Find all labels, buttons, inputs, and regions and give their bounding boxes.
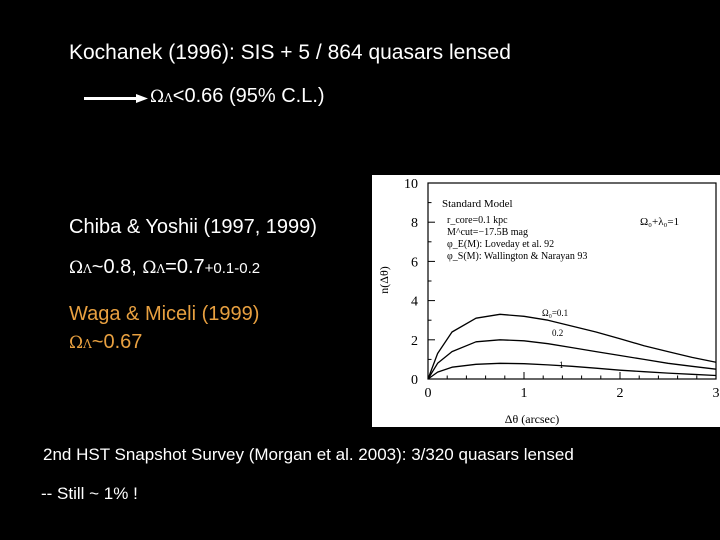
y-tick-label: 6 <box>411 255 418 270</box>
curve-label-omega-0-1: Ω₀=0.1 <box>542 308 568 318</box>
legend-title: Standard Model <box>442 198 513 210</box>
hst-survey-line: 2nd HST Snapshot Survey (Morgan et al. 2… <box>43 445 574 464</box>
omega-symbol: Ω <box>150 87 165 107</box>
lambda-subscript: Λ <box>83 337 92 351</box>
chiba-result-a: ~0.8, <box>91 256 143 278</box>
curves-layer <box>427 313 717 380</box>
y-tick-label: 2 <box>411 334 418 349</box>
series-line-0 <box>427 313 717 380</box>
curve-label-0-2: 0.2 <box>552 328 563 338</box>
legend-line-2: M^cut=−17.5B mag <box>447 227 528 238</box>
chiba-error: +0.1-0.2 <box>204 260 261 277</box>
lambda-subscript: Λ <box>83 262 92 276</box>
axes-layer: 0 1 2 3 0 2 4 6 8 10 <box>404 177 720 401</box>
y-tick-label: 8 <box>411 216 418 231</box>
legend-line-4: φ_S(M): Wallington & Narayan 93 <box>447 251 587 262</box>
y-axis-label: n(Δθ) <box>377 266 391 293</box>
series-line-1 <box>427 339 717 380</box>
x-tick-label: 1 <box>521 386 528 401</box>
legend-line-1: r_core=0.1 kpc <box>447 215 508 226</box>
x-axis-label: Δθ (arcsec) <box>505 412 559 426</box>
y-tick-label: 0 <box>411 373 418 388</box>
kochanek-result-value: <0.66 (95% C.L.) <box>172 85 325 107</box>
x-tick-label: 3 <box>713 386 720 401</box>
omega-symbol: Ω <box>69 333 84 353</box>
arrow-icon <box>84 94 148 103</box>
still-one-percent-line: -- Still ~ 1% ! <box>41 484 138 503</box>
kochanek-line: Kochanek (1996): SIS + 5 / 864 quasars l… <box>69 41 511 64</box>
omega-symbol: Ω <box>69 258 84 278</box>
chiba-result-b: =0.7 <box>165 256 205 278</box>
y-tick-label: 10 <box>404 177 418 192</box>
waga-result-value: ~0.67 <box>91 331 143 353</box>
chiba-result: ΩΛ~0.8, ΩΛ=0.7+0.1-0.2 <box>69 256 260 279</box>
waga-line: Waga & Miceli (1999) <box>69 303 260 325</box>
x-tick-label: 2 <box>617 386 624 401</box>
kochanek-result: ΩΛ<0.66 (95% C.L.) <box>150 85 325 108</box>
y-tick-label: 4 <box>411 295 418 310</box>
lambda-subscript: Λ <box>164 91 173 105</box>
lambda-subscript: Λ <box>156 262 166 276</box>
series-line-2 <box>427 362 717 380</box>
lensing-distribution-figure: 0 1 2 3 0 2 4 6 8 10 Standard Model r_core=0.1 kp… <box>372 175 720 427</box>
chiba-line: Chiba & Yoshii (1997, 1999) <box>69 216 317 238</box>
curve-label-1: 1 <box>559 360 564 370</box>
legend-line-3: φ_E(M): Loveday et al. 92 <box>447 239 554 250</box>
omega-symbol: Ω <box>142 258 157 278</box>
waga-result: ΩΛ~0.67 <box>69 331 142 354</box>
x-tick-label: 0 <box>425 386 432 401</box>
model-note: Ω₀+λ₀=1 <box>640 216 679 228</box>
